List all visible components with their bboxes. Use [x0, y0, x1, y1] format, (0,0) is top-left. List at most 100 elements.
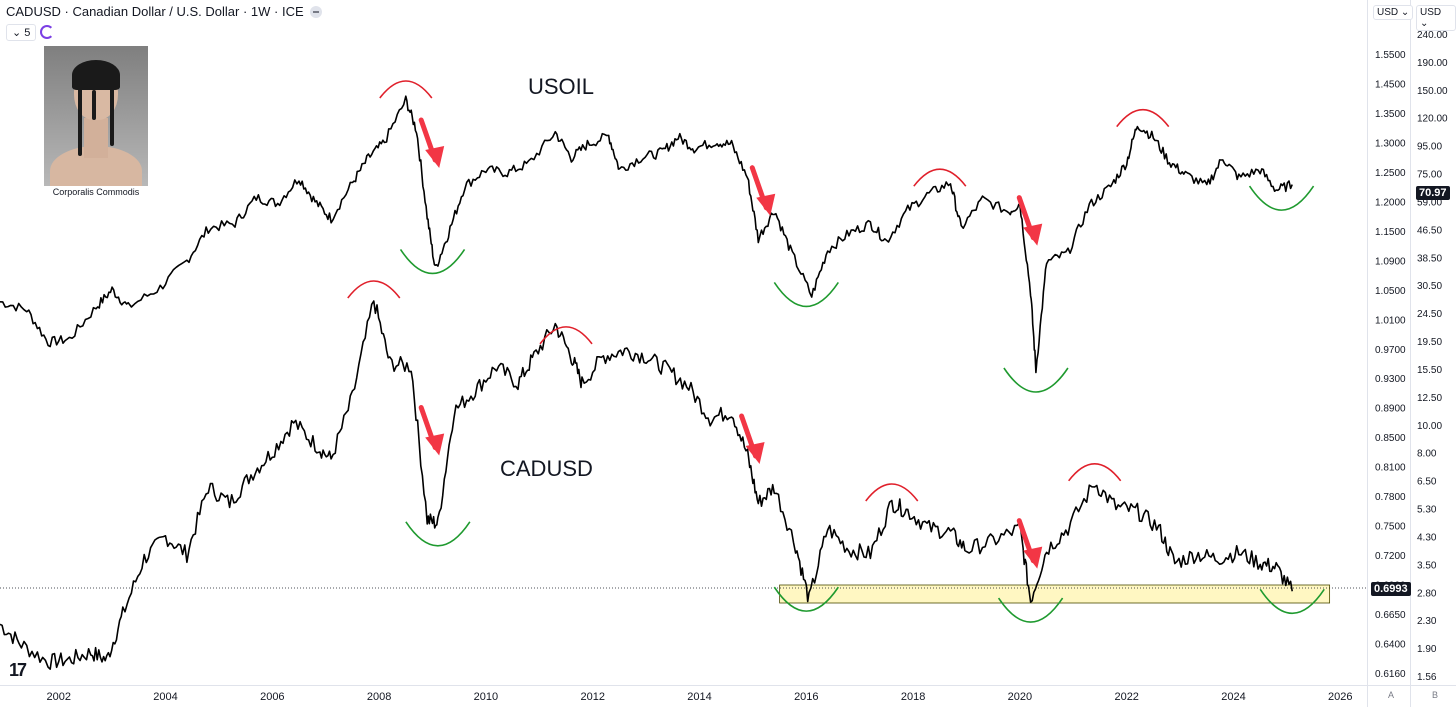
bottom-arc [1259, 588, 1325, 615]
avatar-caption: Corporalis Commodis [52, 187, 140, 197]
time-tick: 2026 [1328, 691, 1352, 703]
left-scale-tick: 1.0100 [1375, 315, 1406, 326]
left-scale-tick: 1.1500 [1375, 227, 1406, 238]
bottom-arc [997, 597, 1064, 623]
bottom-arc [405, 521, 471, 547]
avatar-image [44, 46, 148, 186]
right-scale-tick: 190.00 [1417, 58, 1448, 69]
chart-header: CADUSD · Canadian Dollar / U.S. Dollar ·… [6, 4, 322, 19]
time-tick: 2016 [794, 691, 818, 703]
down-arrow-head [1023, 546, 1043, 569]
left-scale-tick: 1.3500 [1375, 109, 1406, 120]
right-scale-tick: 1.56 [1417, 672, 1437, 683]
left-scale-tick: 0.6400 [1375, 640, 1406, 651]
down-arrow-head [1023, 223, 1043, 246]
right-scale-tick: 6.50 [1417, 477, 1437, 488]
top-arc [1068, 463, 1122, 482]
down-arrow-head [425, 433, 445, 456]
price-axis-divider-2 [1410, 0, 1411, 707]
right-scale-tick: 2.30 [1417, 616, 1437, 627]
left-scale-tick: 0.9700 [1375, 345, 1406, 356]
right-scale-tick: 30.50 [1417, 281, 1442, 292]
left-scale-tick: 0.6160 [1375, 669, 1406, 680]
price-axis-divider [1367, 0, 1368, 707]
right-scale-select[interactable]: USD ⌄ [1416, 5, 1456, 31]
time-tick: 2020 [1008, 691, 1032, 703]
time-tick: 2008 [367, 691, 391, 703]
time-tick: 2024 [1221, 691, 1245, 703]
top-arc [379, 80, 433, 99]
left-scale-tick: 0.6650 [1375, 610, 1406, 621]
right-scale-tick: 19.50 [1417, 337, 1442, 348]
top-arc [347, 280, 401, 299]
right-scale-tick: 150.00 [1417, 86, 1448, 97]
top-arc [865, 483, 919, 502]
cadusd-line [0, 300, 1293, 670]
symbol-title[interactable]: CADUSD · Canadian Dollar / U.S. Dollar ·… [6, 4, 304, 19]
time-tick: 2012 [580, 691, 604, 703]
left-scale-tick: 0.7800 [1375, 492, 1406, 503]
sync-icon[interactable] [40, 25, 54, 39]
log-scale-button[interactable]: B [1432, 690, 1439, 700]
right-scale-tick: 4.30 [1417, 532, 1437, 543]
left-scale-tick: 1.5500 [1375, 50, 1406, 61]
time-tick: 2002 [46, 691, 70, 703]
bottom-arc [1248, 185, 1315, 211]
bottom-arc [773, 282, 839, 308]
usoil-label: USOIL [528, 74, 595, 99]
right-scale-tick: 24.50 [1417, 309, 1442, 320]
top-arc [913, 168, 967, 187]
right-scale-tick: 95.00 [1417, 142, 1442, 153]
left-scale-tick: 0.7200 [1375, 551, 1406, 562]
right-scale-tick: 59.00 [1417, 197, 1442, 208]
right-scale-tick: 2.80 [1417, 588, 1437, 599]
left-scale-tick: 0.8500 [1375, 433, 1406, 444]
right-scale-tick: 8.00 [1417, 449, 1437, 460]
left-scale-tick: 1.4500 [1375, 79, 1406, 90]
left-scale-tick: 1.0500 [1375, 286, 1406, 297]
right-scale-tick: 3.50 [1417, 560, 1437, 571]
left-scale-tick: 0.8900 [1375, 404, 1406, 415]
left-scale-tick: 1.3000 [1375, 138, 1406, 149]
time-tick: 2014 [687, 691, 711, 703]
left-scale-select[interactable]: USD ⌄ [1373, 5, 1414, 20]
indicator-count: 5 [24, 27, 31, 39]
time-tick: 2010 [474, 691, 498, 703]
time-tick: 2022 [1114, 691, 1138, 703]
left-scale-tick: 1.0900 [1375, 256, 1406, 267]
indicator-toggle[interactable]: ⌄ 5 [6, 24, 37, 41]
right-scale-tick: 46.50 [1417, 225, 1442, 236]
usoil-last-price: 70.97 [1416, 186, 1450, 200]
tradingview-logo: 17 [9, 660, 27, 680]
right-scale-tick: 15.50 [1417, 365, 1442, 376]
time-tick: 2018 [901, 691, 925, 703]
right-scale-tick: 5.30 [1417, 505, 1437, 516]
right-scale-tick: 120.00 [1417, 114, 1448, 125]
collapse-icon[interactable] [309, 5, 322, 18]
usoil-line [0, 95, 1293, 374]
time-tick: 2004 [153, 691, 177, 703]
right-scale-tick: 75.00 [1417, 170, 1442, 181]
time-axis-divider [0, 685, 1456, 686]
down-arrow-head [756, 193, 776, 216]
auto-scale-button[interactable]: A [1388, 690, 1395, 700]
cadusd-last-price: 0.6993 [1371, 582, 1411, 596]
top-arc [1116, 109, 1170, 128]
left-scale-tick: 1.2000 [1375, 197, 1406, 208]
right-scale-tick: 240.00 [1417, 30, 1448, 41]
time-tick: 2006 [260, 691, 284, 703]
right-scale-tick: 38.50 [1417, 253, 1442, 264]
bottom-arc [399, 249, 466, 275]
top-arc [539, 326, 593, 345]
down-arrow-head [745, 442, 765, 465]
bottom-arc [1003, 367, 1069, 393]
left-scale-tick: 0.8100 [1375, 463, 1406, 474]
left-scale-tick: 0.7500 [1375, 522, 1406, 533]
right-scale-tick: 1.90 [1417, 644, 1437, 655]
right-scale-tick: 10.00 [1417, 421, 1442, 432]
left-scale-tick: 1.2500 [1375, 168, 1406, 179]
right-scale-tick: 12.50 [1417, 393, 1442, 404]
down-arrow-head [425, 146, 445, 169]
left-scale-tick: 0.9300 [1375, 374, 1406, 385]
